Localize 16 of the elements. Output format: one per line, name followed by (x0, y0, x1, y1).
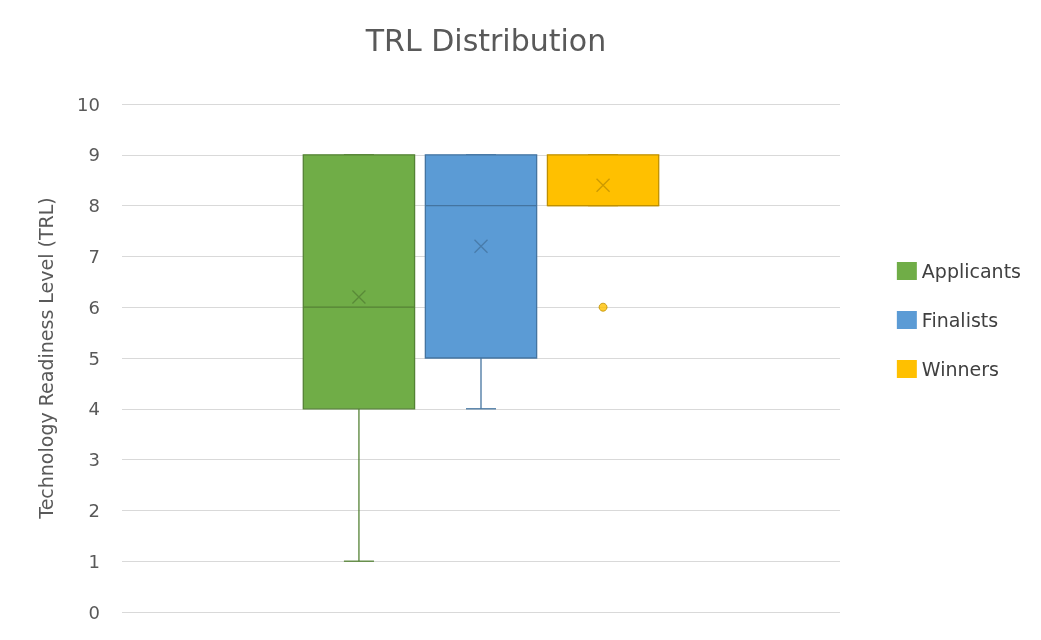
legend-label: Finalists (921, 309, 999, 331)
y-tick-label: 4 (88, 398, 100, 420)
y-tick-label: 1 (88, 550, 100, 572)
y-tick-label: 5 (88, 347, 100, 369)
y-tick-label: 7 (88, 245, 100, 267)
legend-label: Applicants (921, 260, 1021, 282)
y-tick-label: 8 (88, 195, 100, 217)
y-tick-label: 9 (88, 144, 100, 166)
y-tick-label: 6 (88, 296, 100, 318)
y-tick-label: 10 (77, 93, 100, 115)
y-tick-label: 2 (88, 499, 100, 521)
y-tick-label: 3 (88, 449, 100, 471)
legend-label: Winners (921, 358, 999, 380)
y-axis-title: Technology Readiness Level (TRL) (34, 197, 57, 520)
chart-title: TRL Distribution (364, 22, 607, 58)
y-tick-label: 0 (88, 601, 100, 623)
